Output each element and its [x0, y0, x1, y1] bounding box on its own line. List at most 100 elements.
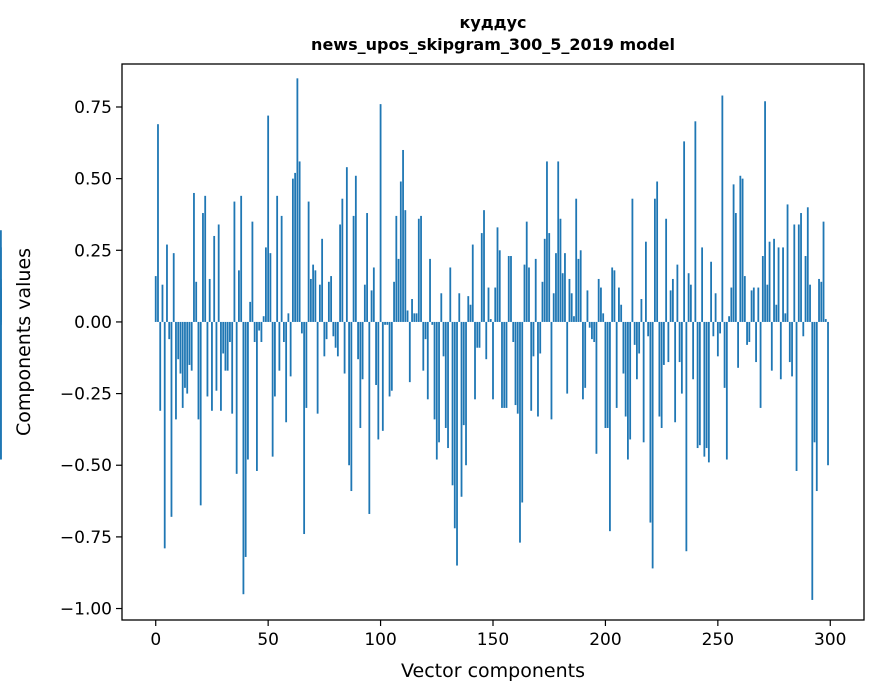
bar-undefined: [0, 321, 2, 325]
bar-27: [215, 321, 218, 391]
bar-124: [433, 321, 436, 420]
bar-222: [653, 198, 656, 322]
bar-59: [287, 313, 290, 322]
bar-36: [235, 321, 238, 474]
bar-198: [600, 287, 602, 322]
bar-284: [793, 224, 796, 322]
bar-97: [372, 267, 375, 322]
bar-194: [591, 321, 593, 340]
y-tick-label: −0.25: [60, 385, 112, 405]
y-tick-label: −0.75: [60, 528, 112, 548]
bar-undefined: [0, 247, 2, 322]
bar-236: [685, 321, 688, 552]
bar-279: [782, 247, 784, 322]
bar-148: [487, 287, 490, 322]
bar-50: [267, 115, 270, 322]
bar-144: [478, 321, 481, 348]
bar-98: [375, 321, 377, 385]
bar-128: [442, 321, 445, 357]
bar-54: [276, 195, 279, 322]
bar-192: [586, 290, 589, 322]
bar-182: [564, 253, 566, 322]
bar-88: [352, 215, 355, 322]
bar-125: [435, 321, 438, 460]
bar-268: [757, 287, 760, 322]
bar-288: [802, 321, 805, 337]
bar-178: [555, 253, 557, 322]
bar-19: [197, 321, 200, 420]
bar-8: [172, 253, 175, 322]
x-tick-label: 0: [150, 630, 161, 650]
bar-264: [748, 321, 751, 342]
bar-174: [546, 161, 548, 322]
bar-237: [687, 273, 690, 322]
x-tick-label: 150: [477, 630, 509, 650]
bar-81: [336, 321, 339, 357]
bars-group: [0, 78, 829, 600]
bar-166: [528, 267, 530, 322]
bar-203: [611, 267, 614, 322]
bar-122: [429, 258, 431, 322]
bar-61: [291, 178, 294, 322]
x-tick-label: 100: [364, 630, 396, 650]
bar-1: [157, 124, 159, 322]
bar-261: [741, 178, 744, 322]
bar-67: [305, 321, 308, 408]
bar-213: [633, 321, 636, 345]
bar-13: [184, 321, 186, 388]
bar-84: [343, 321, 346, 374]
bar-29: [220, 321, 222, 411]
bar-218: [645, 241, 647, 322]
bar-231: [674, 321, 677, 423]
bar-51: [269, 253, 272, 322]
bar-120: [424, 321, 427, 340]
bar-209: [624, 321, 627, 417]
bar-249: [714, 293, 717, 322]
bar-266: [752, 287, 755, 322]
bar-108: [397, 258, 400, 322]
bar-121: [426, 321, 429, 400]
bar-265: [750, 290, 753, 322]
bar-111: [404, 210, 407, 322]
bar-291: [809, 284, 811, 322]
bar-23: [206, 321, 209, 397]
bar-191: [584, 321, 587, 388]
bar-188: [577, 258, 580, 322]
bar-149: [489, 319, 492, 322]
bar-260: [739, 175, 742, 322]
bar-26: [213, 235, 216, 322]
bar-2: [159, 321, 162, 411]
bar-35: [233, 201, 236, 322]
chart-subtitle: news_upos_skipgram_300_5_2019 model: [311, 35, 675, 54]
bar-135: [458, 293, 461, 322]
bar-225: [660, 321, 663, 428]
bar-196: [595, 321, 598, 454]
bar-94: [366, 213, 368, 322]
bar-91: [359, 321, 362, 428]
bar-229: [669, 290, 672, 322]
bar-195: [593, 321, 596, 342]
bar-69: [309, 278, 312, 322]
bar-80: [334, 321, 337, 348]
bar-105: [390, 321, 393, 391]
bar-223: [656, 181, 659, 322]
bar-245: [705, 321, 708, 449]
bar-186: [573, 316, 575, 322]
bar-210: [627, 321, 629, 460]
bar-142: [474, 321, 476, 400]
bar-200: [604, 321, 607, 428]
bar-118: [420, 215, 422, 322]
bar-41: [247, 321, 249, 460]
bar-140: [469, 304, 472, 322]
bar-250: [716, 321, 719, 357]
bar-5: [166, 244, 168, 322]
bar-126: [438, 321, 440, 443]
bar-34: [231, 321, 234, 414]
bar-85: [345, 167, 348, 322]
bar-184: [568, 278, 571, 322]
bar-4: [163, 321, 166, 549]
bar-187: [575, 198, 578, 322]
bar-17: [193, 192, 195, 322]
bar-48: [262, 316, 265, 322]
bar-283: [791, 321, 793, 377]
